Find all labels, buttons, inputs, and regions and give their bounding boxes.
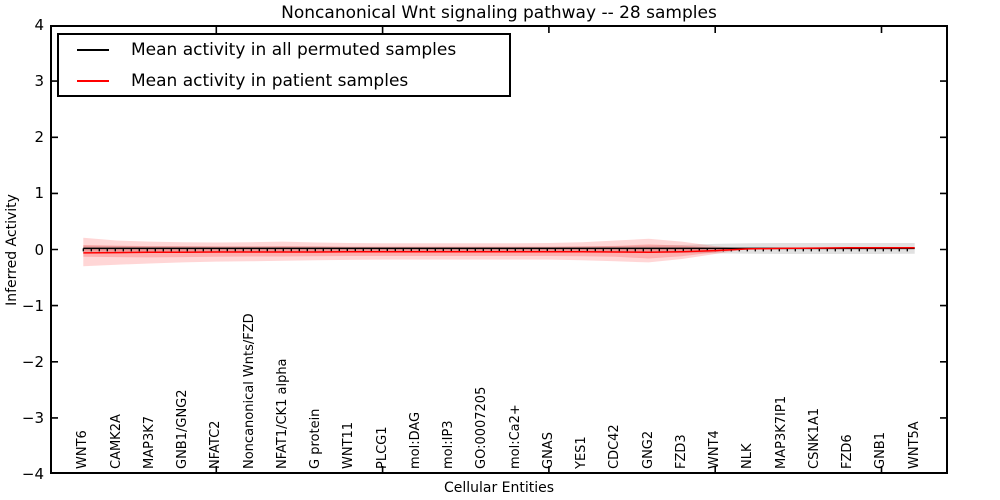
x-entity-label: NFAT1/CK1 alpha [274,358,290,469]
x-entity-label: FZD3 [673,434,689,469]
x-entity-label: WNT6 [75,430,91,469]
x-entity-label: GNB1/GNG2 [175,389,191,469]
x-entity-label: MAP3K7IP1 [773,396,789,469]
legend-label-patient: Mean activity in patient samples [131,70,409,91]
legend-item-permuted: Mean activity in all permuted samples [77,36,509,63]
plot-area [50,25,948,474]
x-entity-label: GNAS [540,432,556,469]
x-entity-label: YES1 [574,436,590,469]
x-entity-label: GNG2 [640,430,656,469]
chart-title: Noncanonical Wnt signaling pathway -- 28… [281,3,717,23]
legend-item-patient: Mean activity in patient samples [77,67,509,94]
x-entity-label: FZD6 [840,434,856,469]
y-tick-label: −1 [21,296,44,315]
axis-tick-marks [51,25,947,474]
legend-box: Mean activity in all permuted samples Me… [57,33,511,97]
x-entity-label: WNT4 [707,430,723,469]
x-entity-label: CSNK1A1 [806,407,822,469]
y-tick-label: 1 [34,184,44,203]
y-tick-label: −3 [21,408,44,427]
y-tick-label: 2 [34,128,44,147]
x-entity-label: GNB1 [873,432,889,469]
x-entity-label: CDC42 [607,424,623,469]
x-entity-label: MAP3K7 [141,415,157,469]
x-entity-label: mol:DAG [407,411,423,469]
x-axis-label: Cellular Entities [443,480,555,496]
x-entity-label: PLCG1 [374,426,390,469]
x-entity-label: G protein [308,408,324,469]
y-tick-label: −4 [21,465,44,483]
legend-label-permuted: Mean activity in all permuted samples [131,39,457,60]
y-tick-label: 3 [34,72,44,91]
x-entity-label: mol:IP3 [441,420,457,469]
series-line-patient [83,247,915,254]
x-entity-label: CAMK2A [108,414,124,469]
x-entity-label: mol:Ca2+ [507,404,523,469]
x-entity-label: WNT11 [341,421,357,469]
x-entity-label: GO:0007205 [474,386,490,469]
x-entity-label: Noncanonical Wnts/FZD [241,313,257,469]
y-tick-label: −2 [21,352,44,371]
x-entity-label: WNT5A [906,421,922,469]
permuted-line-swatch [77,48,109,51]
patient-line-swatch [77,79,109,82]
x-entity-label: NLK [740,443,756,470]
y-tick-label: 4 [34,16,44,34]
x-entity-label: NFATC2 [208,420,224,469]
y-tick-label: 0 [34,240,44,259]
chart-canvas [50,25,948,474]
